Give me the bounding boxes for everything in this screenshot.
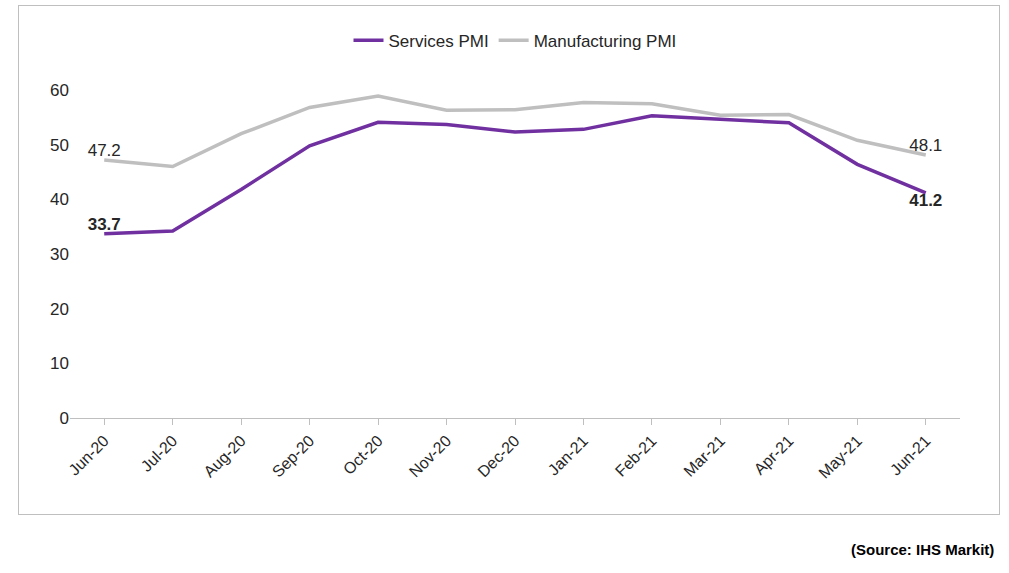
svg-text:60: 60 [50, 81, 69, 100]
svg-text:May-21: May-21 [815, 432, 865, 482]
svg-text:Sep-20: Sep-20 [269, 432, 318, 481]
svg-text:Oct-20: Oct-20 [340, 432, 386, 478]
svg-text:Mar-21: Mar-21 [680, 432, 728, 480]
svg-text:Aug-20: Aug-20 [200, 432, 249, 481]
svg-text:40: 40 [50, 190, 69, 209]
svg-text:Jun-21: Jun-21 [887, 432, 934, 479]
svg-text:47.2: 47.2 [88, 141, 121, 160]
svg-text:Apr-21: Apr-21 [751, 432, 797, 478]
svg-text:33.7: 33.7 [88, 215, 121, 234]
svg-text:Jun-20: Jun-20 [65, 432, 112, 479]
svg-text:30: 30 [50, 245, 69, 264]
svg-text:Jan-21: Jan-21 [545, 432, 592, 479]
svg-text:Manufacturing PMI: Manufacturing PMI [534, 32, 677, 51]
svg-text:41.2: 41.2 [909, 191, 942, 210]
svg-text:50: 50 [50, 136, 69, 155]
svg-text:Feb-21: Feb-21 [612, 432, 660, 480]
svg-text:10: 10 [50, 354, 69, 373]
svg-text:20: 20 [50, 300, 69, 319]
svg-text:0: 0 [60, 409, 69, 428]
svg-text:Nov-20: Nov-20 [406, 432, 455, 481]
svg-text:Dec-20: Dec-20 [474, 432, 523, 481]
svg-text:48.1: 48.1 [909, 136, 942, 155]
svg-text:Jul-20: Jul-20 [138, 432, 181, 475]
svg-text:Services PMI: Services PMI [389, 32, 489, 51]
svg-text:(Source: IHS Markit): (Source: IHS Markit) [851, 541, 994, 558]
